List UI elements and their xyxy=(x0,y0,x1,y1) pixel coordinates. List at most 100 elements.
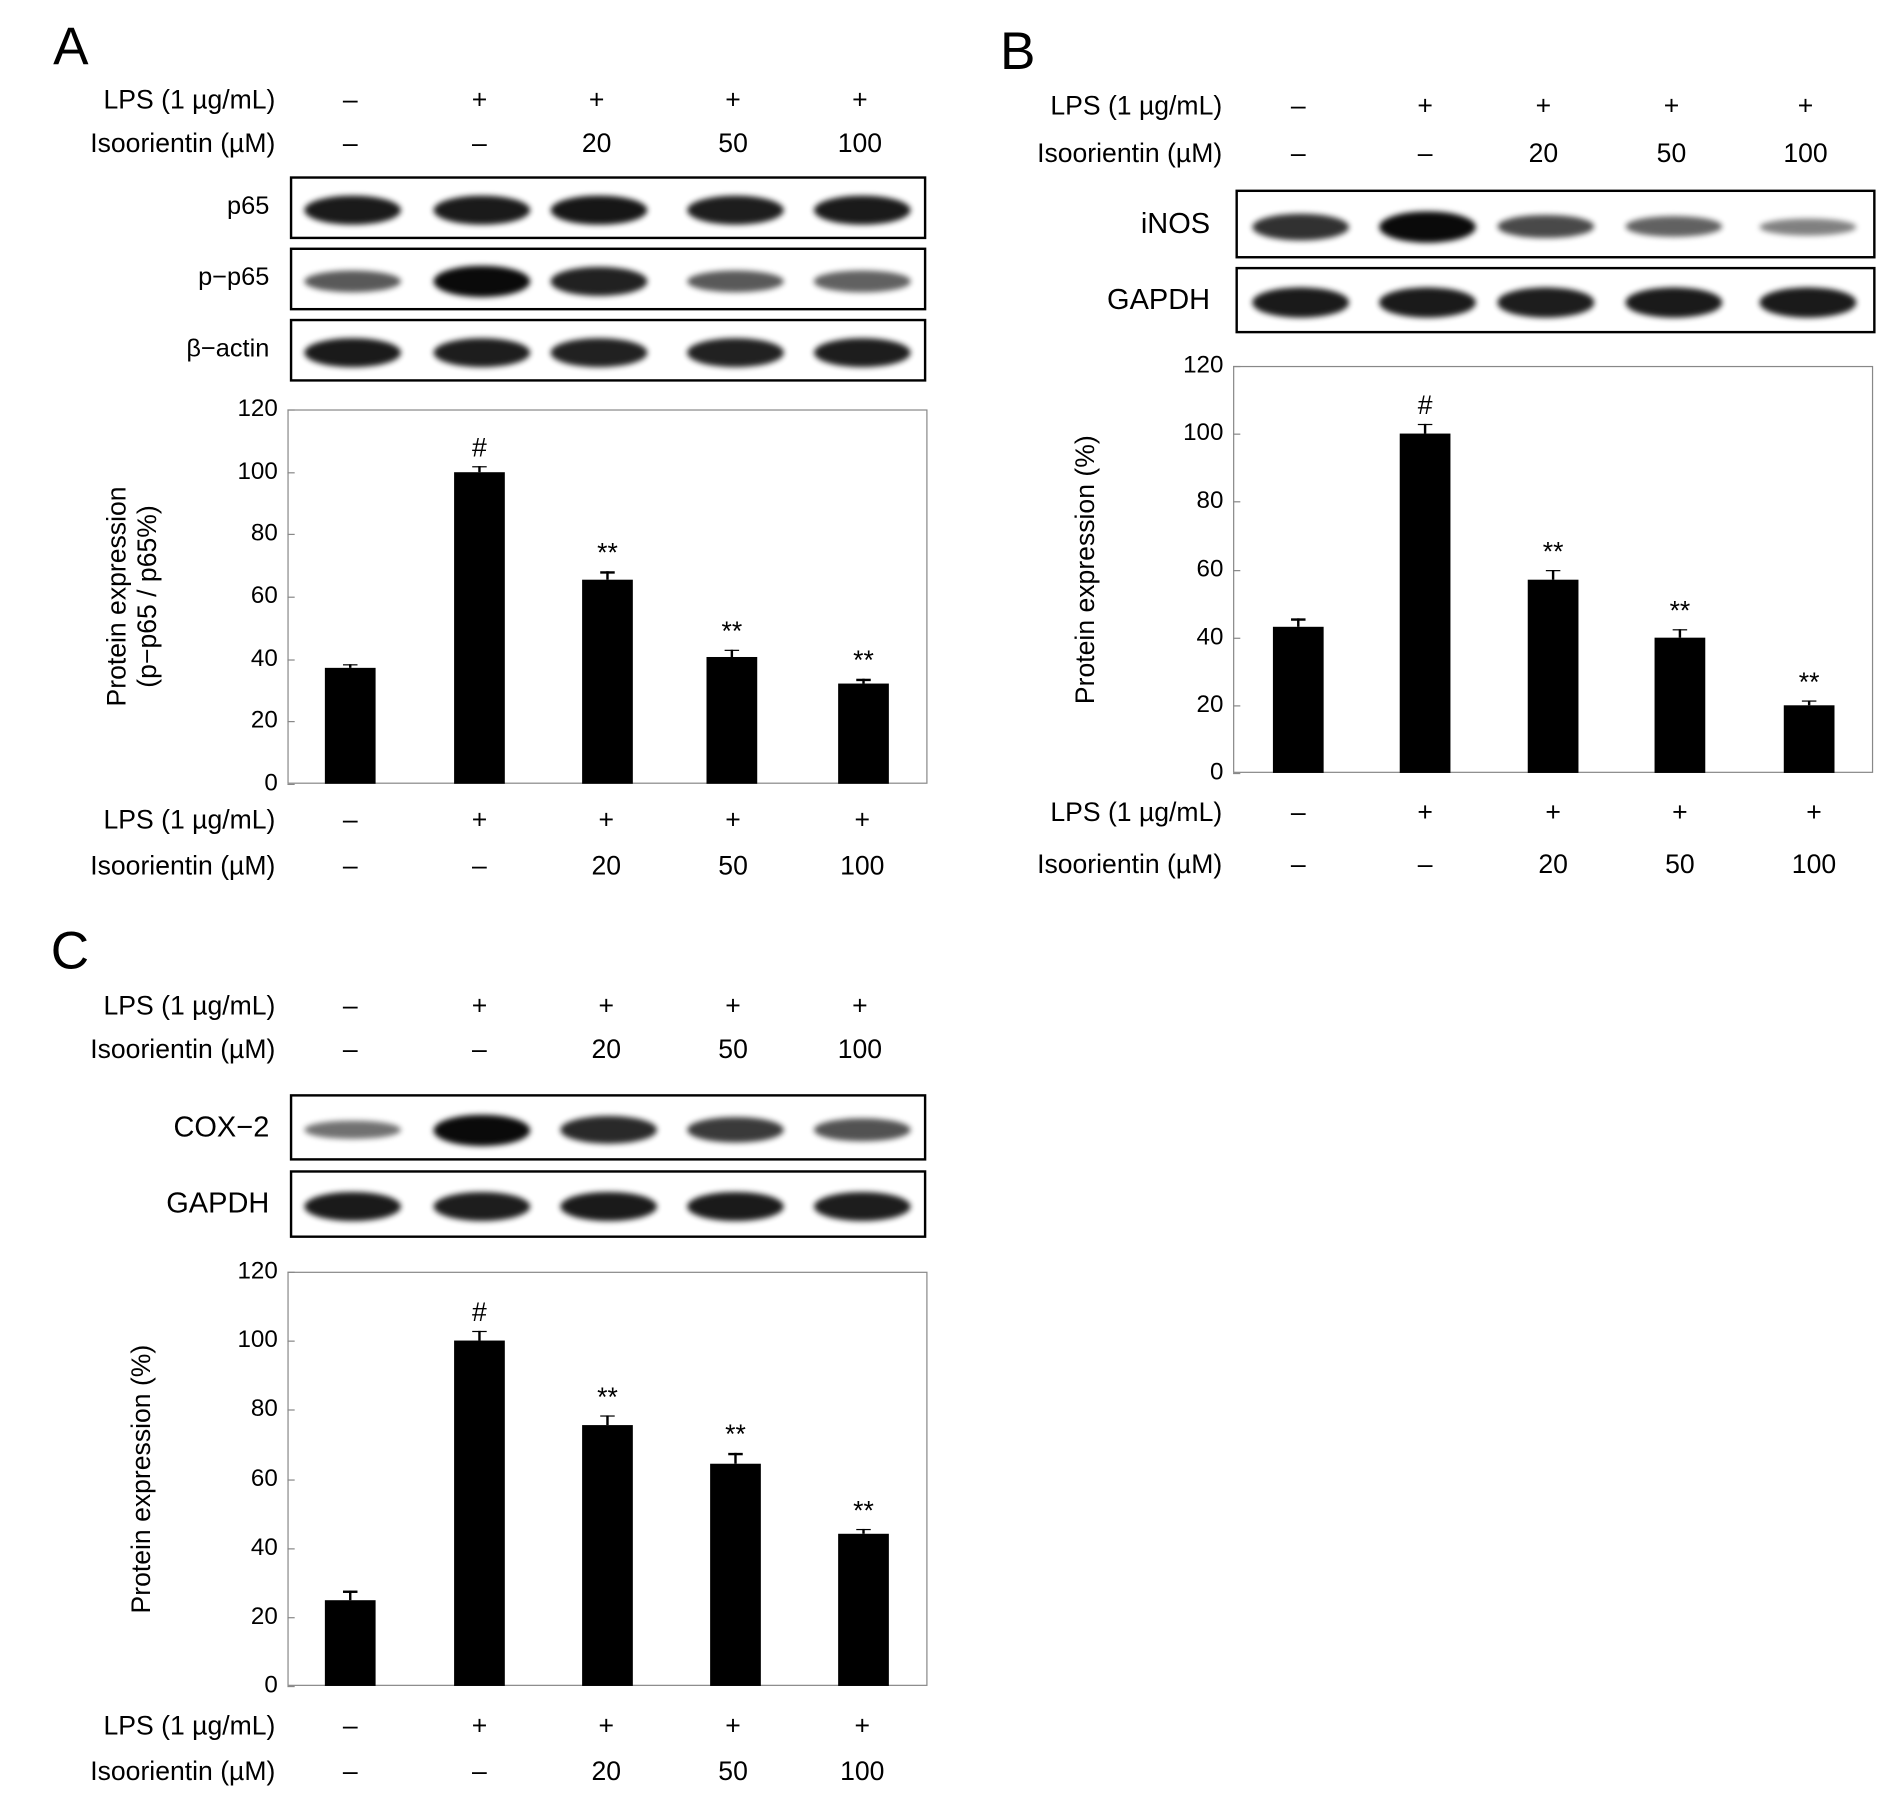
y-tick-label: 60 xyxy=(250,582,278,610)
blot-label: p−p65 xyxy=(198,263,270,292)
y-tick-label: 60 xyxy=(250,1464,278,1492)
blot-label: COX−2 xyxy=(173,1110,270,1144)
protein-band xyxy=(433,195,531,225)
y-tick xyxy=(287,1271,295,1273)
y-tick-label: 80 xyxy=(250,520,278,547)
panel-A-top-iso-value: 50 xyxy=(718,128,748,159)
y-tick-label: 0 xyxy=(264,769,278,797)
bar xyxy=(582,579,633,784)
panel-C-top-iso-value: 100 xyxy=(837,1033,883,1064)
bar xyxy=(1272,627,1324,773)
western-blot-strip xyxy=(289,1094,927,1161)
panel-B-bottom-lps-value: + xyxy=(1672,797,1688,828)
protein-band xyxy=(1759,287,1857,318)
protein-band xyxy=(1252,213,1350,240)
blot-label: GAPDH xyxy=(1107,283,1211,316)
protein-band xyxy=(687,195,784,225)
y-tick-label: 20 xyxy=(1196,691,1224,718)
western-blot-strip xyxy=(1235,266,1876,334)
blot-label: β−actin xyxy=(186,334,270,363)
panel-B-bottom-iso-value: 50 xyxy=(1665,849,1695,880)
error-bar xyxy=(862,1528,865,1535)
y-tick-label: 80 xyxy=(1196,487,1224,515)
panel-B-top-lps-value: – xyxy=(1290,90,1306,121)
error-bar xyxy=(478,465,481,472)
panel-B-bottom-lps-value: – xyxy=(1290,797,1306,828)
protein-band xyxy=(1379,287,1476,318)
significance-marker: # xyxy=(1417,389,1433,420)
bar xyxy=(710,1463,761,1686)
error-bar-cap xyxy=(472,465,487,468)
significance-marker: ** xyxy=(1798,666,1820,697)
y-tick-label: 100 xyxy=(237,1326,278,1354)
error-bar-cap xyxy=(728,1452,743,1455)
error-bar xyxy=(862,679,865,684)
y-axis-label-line: (p−p65 / p65%) xyxy=(131,505,163,688)
panel-A-bottom-iso-value: 20 xyxy=(591,850,622,881)
protein-band xyxy=(304,270,401,293)
y-tick xyxy=(287,596,295,598)
error-bar-cap xyxy=(600,1414,615,1417)
y-tick-label: 0 xyxy=(264,1672,278,1699)
western-blot-strip xyxy=(1235,189,1876,259)
error-bar-cap xyxy=(1545,569,1561,572)
panel-A-top-lps-value: – xyxy=(342,84,358,115)
protein-band xyxy=(1497,214,1595,239)
western-blot-strip xyxy=(289,318,927,382)
y-tick-label: 60 xyxy=(1196,555,1224,583)
panel-B-bottom-lps-value: + xyxy=(1806,797,1822,828)
bar xyxy=(454,471,505,784)
error-bar xyxy=(1424,423,1426,434)
error-bar-cap xyxy=(342,663,358,666)
panel-B-top-iso-value: – xyxy=(1290,137,1306,168)
error-bar-cap xyxy=(1801,699,1817,702)
panel-B-bottom-iso-value: 100 xyxy=(1791,849,1837,880)
panel-A-top-lps-value: + xyxy=(471,84,488,115)
panel-A-top-iso-value: 100 xyxy=(837,128,883,159)
y-tick xyxy=(287,1616,295,1619)
panel-B-top-iso-value: 50 xyxy=(1656,137,1687,168)
error-bar xyxy=(349,1591,352,1600)
blot-label: GAPDH xyxy=(166,1187,270,1220)
y-tick xyxy=(287,783,295,786)
panel-C-top-iso-label: Isoorientin (µM) xyxy=(90,1033,276,1064)
protein-band xyxy=(1497,287,1595,318)
significance-marker: # xyxy=(472,1296,487,1327)
protein-band xyxy=(813,338,911,368)
error-bar-cap xyxy=(724,649,740,652)
panel-C-top-lps-value: + xyxy=(725,990,741,1021)
protein-band xyxy=(1759,217,1857,235)
panel-A-bottom-lps-value: + xyxy=(854,804,871,835)
protein-band xyxy=(550,267,648,296)
panel-C-top-iso-value: – xyxy=(472,1033,487,1064)
panel-C-top-iso-value: 20 xyxy=(591,1033,622,1064)
significance-marker: ** xyxy=(1542,535,1564,566)
y-tick-label: 120 xyxy=(237,1257,278,1285)
y-axis-label-line: Protein expression (%) xyxy=(125,1344,156,1614)
panel-B-bottom-iso-value: 20 xyxy=(1538,849,1568,880)
panel-B-bottom-iso-value: – xyxy=(1417,849,1433,880)
y-tick xyxy=(287,1340,295,1342)
error-bar-cap xyxy=(472,1330,487,1333)
panel-C-top-lps-value: – xyxy=(342,990,358,1021)
protein-band xyxy=(560,1191,657,1222)
panel-C-top-iso-value: 50 xyxy=(718,1033,748,1064)
y-axis-label-line: Protein expression (%) xyxy=(1070,435,1101,705)
panel-C-bottom-iso-value: – xyxy=(342,1755,358,1787)
protein-band xyxy=(550,195,648,226)
panel-C-top-iso-value: – xyxy=(342,1033,358,1064)
error-bar-cap xyxy=(856,679,871,682)
y-tick-label: 20 xyxy=(250,707,278,735)
error-bar xyxy=(1679,628,1681,638)
western-blot-strip xyxy=(289,176,927,240)
error-bar xyxy=(1297,618,1300,628)
panel-C-bottom-lps-value: + xyxy=(854,1710,871,1741)
panel-letter: A xyxy=(53,16,89,77)
panel-A-bottom-iso-label: Isoorientin (µM) xyxy=(90,850,276,881)
bar xyxy=(1783,705,1835,773)
significance-marker: ** xyxy=(853,1495,874,1526)
y-tick xyxy=(287,1685,295,1688)
protein-band xyxy=(433,265,531,298)
y-tick xyxy=(287,409,295,411)
error-bar xyxy=(734,1452,737,1464)
